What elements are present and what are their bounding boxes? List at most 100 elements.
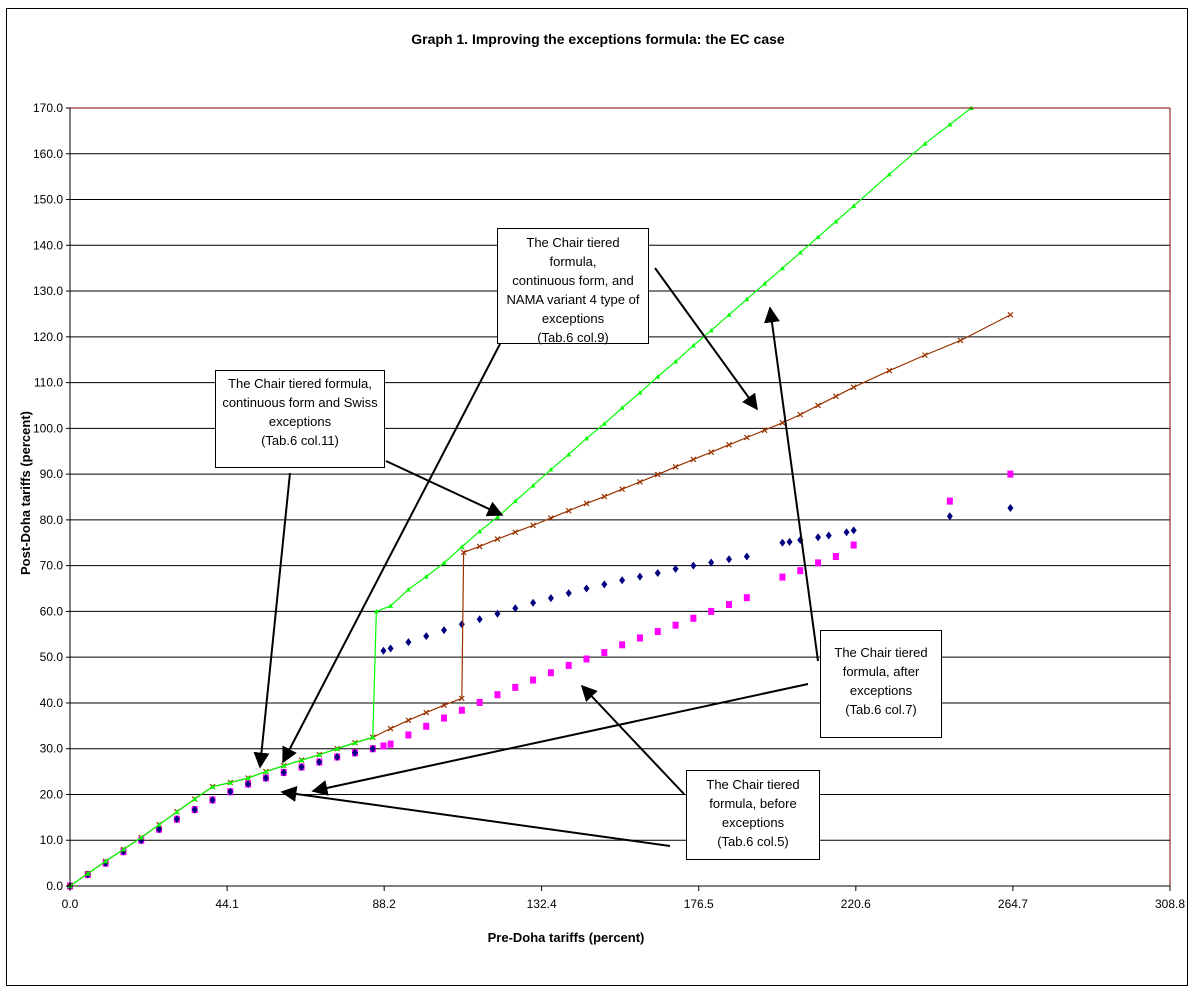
data-point	[476, 698, 483, 706]
annotation-line: The Chair tiered formula,	[526, 235, 620, 269]
annotation-line: (Tab.6 col.7)	[845, 702, 917, 717]
data-point	[708, 607, 715, 615]
y-tick-label: 60.0	[40, 604, 64, 618]
data-point	[779, 419, 786, 426]
data-point	[708, 449, 715, 456]
data-point	[334, 752, 341, 761]
data-point	[601, 421, 607, 426]
data-point	[405, 586, 411, 592]
data-point	[299, 757, 305, 763]
annotation-before-exceptions: The Chair tiered formula, before excepti…	[686, 770, 820, 860]
data-point	[174, 809, 180, 814]
data-point	[815, 402, 821, 409]
x-tick-label: 88.2	[373, 897, 397, 911]
annotation-line: exceptions	[849, 683, 913, 698]
data-point	[387, 725, 394, 732]
data-point	[797, 411, 804, 418]
chart-title: Graph 1. Improving the exceptions formul…	[411, 31, 785, 47]
data-point	[512, 529, 519, 536]
data-point	[530, 676, 537, 684]
data-point	[173, 815, 180, 824]
data-point	[619, 405, 625, 410]
data-point	[387, 740, 394, 748]
data-point	[441, 702, 447, 709]
data-point	[530, 483, 536, 488]
data-point	[405, 731, 412, 739]
annotation-arrows	[253, 267, 819, 847]
data-point	[779, 538, 786, 547]
data-point	[779, 573, 786, 581]
data-point	[673, 359, 679, 364]
series-swiss	[67, 311, 1014, 889]
data-point	[245, 779, 252, 788]
data-point	[797, 250, 803, 255]
data-point	[209, 795, 216, 804]
y-tick-label: 140.0	[33, 238, 63, 252]
y-tick-label: 10.0	[40, 833, 64, 847]
y-tick-label: 150.0	[33, 193, 63, 207]
data-point	[423, 574, 429, 579]
data-point	[922, 141, 928, 146]
chart-frame	[6, 8, 1188, 986]
data-point	[565, 661, 572, 669]
x-tick-label: 132.4	[527, 897, 557, 911]
data-point	[921, 352, 928, 359]
data-point	[655, 374, 661, 379]
data-point	[334, 746, 340, 751]
annotation-arrow	[280, 786, 671, 847]
data-point	[370, 734, 376, 740]
annotation-nama-exceptions: The Chair tiered formula, continuous for…	[497, 228, 649, 345]
gridlines	[70, 107, 1170, 841]
data-point	[263, 769, 269, 774]
data-point	[946, 497, 953, 505]
data-point	[477, 528, 483, 534]
annotation-arrow	[253, 472, 291, 769]
data-point	[762, 281, 768, 286]
data-point	[85, 871, 91, 876]
data-point	[886, 171, 892, 177]
annotation-arrow	[764, 306, 819, 662]
data-point	[690, 456, 697, 463]
data-point	[156, 825, 163, 834]
data-point	[512, 604, 519, 613]
annotation-line: NAMA variant 4 type of	[506, 292, 640, 307]
annotation-line: The Chair tiered formula,	[228, 376, 372, 391]
data-point	[708, 327, 714, 333]
data-point	[458, 695, 465, 702]
data-point	[726, 601, 733, 609]
data-point	[405, 717, 412, 724]
y-tick-label: 160.0	[33, 147, 63, 161]
data-point	[744, 296, 750, 302]
data-point	[690, 343, 696, 348]
data-point	[832, 393, 839, 400]
data-point	[815, 533, 822, 542]
data-point	[566, 451, 572, 457]
data-point	[957, 337, 964, 344]
data-point	[654, 628, 661, 636]
data-point	[797, 567, 804, 575]
data-point	[779, 265, 785, 271]
annotation-arrow	[580, 684, 685, 795]
y-tick-label: 80.0	[40, 513, 64, 527]
data-point	[726, 441, 732, 448]
data-point	[672, 463, 679, 470]
annotation-line: continuous form, and	[512, 273, 634, 288]
data-point	[565, 589, 572, 598]
data-point	[441, 714, 448, 722]
data-point	[637, 390, 643, 395]
annotation-arrow	[385, 460, 504, 517]
data-point	[1007, 470, 1014, 478]
y-tick-label: 40.0	[40, 696, 64, 710]
y-axis-label: Post-Doha tariffs (percent)	[18, 411, 33, 575]
data-point	[387, 644, 394, 653]
annotation-line: exceptions	[268, 414, 332, 429]
data-point	[708, 558, 715, 567]
data-point	[583, 584, 590, 593]
x-tick-label: 220.6	[841, 897, 871, 911]
data-point	[388, 603, 394, 608]
data-point	[530, 598, 537, 607]
data-point	[672, 564, 679, 573]
data-point	[380, 646, 387, 655]
data-point	[103, 858, 109, 864]
